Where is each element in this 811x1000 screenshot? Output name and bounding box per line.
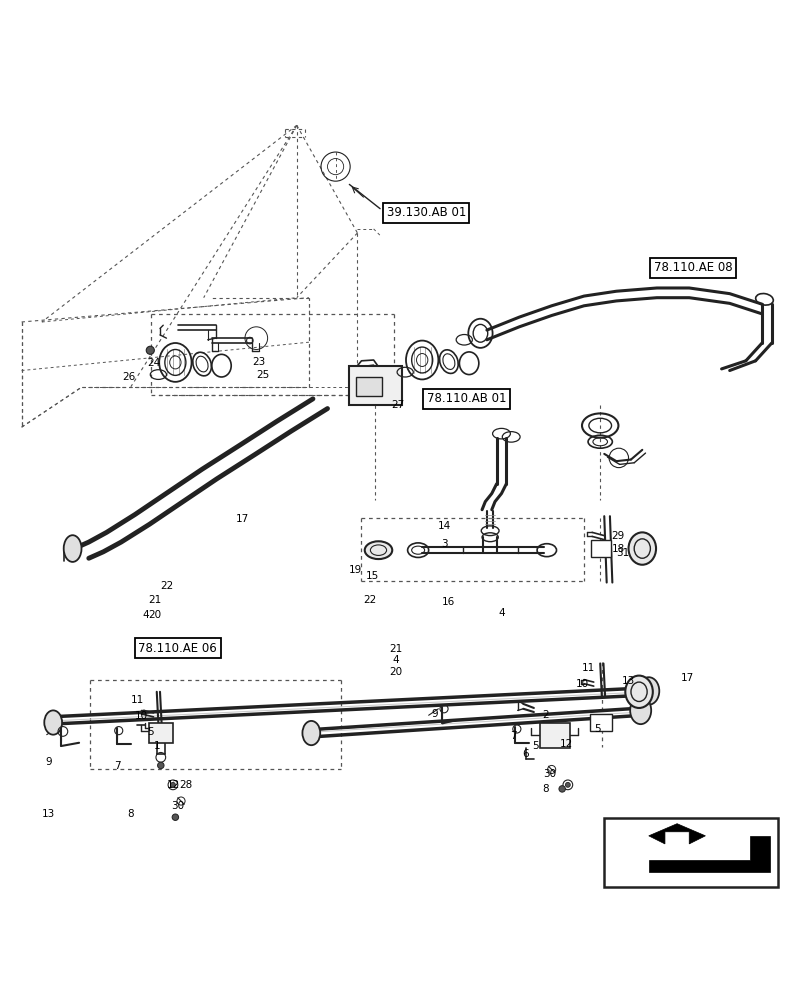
Text: 11: 11	[131, 695, 144, 705]
Circle shape	[146, 346, 154, 354]
Text: 29: 29	[611, 531, 624, 541]
Bar	[539, 723, 569, 748]
Text: 10: 10	[135, 711, 148, 721]
Bar	[603, 818, 777, 887]
Text: 5: 5	[531, 741, 539, 751]
Text: 22: 22	[363, 595, 375, 605]
Text: 30: 30	[171, 801, 184, 811]
Text: 8: 8	[127, 809, 134, 819]
Text: 2: 2	[541, 710, 547, 720]
Text: 78.110.AE 08: 78.110.AE 08	[653, 261, 732, 274]
Text: 10: 10	[575, 679, 588, 689]
Text: 13: 13	[41, 809, 55, 819]
Circle shape	[558, 786, 564, 792]
Text: 39.130.AB 01: 39.130.AB 01	[386, 206, 466, 219]
Bar	[590, 540, 610, 557]
Ellipse shape	[302, 721, 320, 745]
Text: 28: 28	[179, 780, 192, 790]
Text: 3: 3	[441, 539, 448, 549]
Text: 22: 22	[161, 581, 174, 591]
Text: 26: 26	[122, 372, 135, 382]
Ellipse shape	[629, 697, 650, 724]
Text: 21: 21	[148, 595, 161, 605]
Text: 78.110.AB 01: 78.110.AB 01	[427, 392, 506, 405]
Text: 25: 25	[255, 370, 269, 380]
Text: 78.110.AE 06: 78.110.AE 06	[138, 642, 217, 655]
Text: 14: 14	[438, 521, 451, 531]
Circle shape	[157, 762, 164, 769]
Text: 16: 16	[442, 597, 455, 607]
Text: 12: 12	[166, 780, 179, 790]
Text: 31: 31	[616, 548, 629, 558]
Text: 11: 11	[581, 663, 594, 673]
Text: 8: 8	[542, 784, 548, 794]
Text: 30: 30	[542, 769, 555, 779]
Text: 23: 23	[251, 357, 265, 367]
Bar	[589, 714, 611, 731]
Text: 9: 9	[45, 757, 52, 767]
Text: 4: 4	[392, 655, 398, 665]
Text: 7: 7	[114, 761, 120, 771]
Circle shape	[564, 782, 569, 787]
Text: 17: 17	[680, 673, 693, 683]
Bar	[148, 723, 173, 743]
Circle shape	[172, 814, 178, 820]
Text: 15: 15	[365, 571, 378, 581]
Ellipse shape	[63, 535, 81, 562]
Text: 27: 27	[391, 400, 404, 410]
Text: 5: 5	[594, 724, 600, 734]
Text: 4: 4	[142, 610, 148, 620]
Text: 20: 20	[388, 667, 401, 677]
Ellipse shape	[628, 532, 655, 565]
Ellipse shape	[624, 676, 652, 708]
Polygon shape	[648, 836, 769, 872]
Ellipse shape	[364, 541, 392, 559]
Ellipse shape	[637, 677, 659, 705]
Circle shape	[170, 782, 175, 787]
Text: 24: 24	[148, 358, 161, 368]
Text: 19: 19	[349, 565, 362, 575]
Ellipse shape	[45, 710, 62, 735]
Text: 20: 20	[148, 610, 161, 620]
Text: 4: 4	[498, 608, 504, 618]
Text: 7: 7	[509, 731, 517, 741]
Bar	[349, 366, 401, 405]
Text: 18: 18	[611, 544, 624, 554]
Text: 1: 1	[153, 741, 160, 751]
Text: 12: 12	[559, 739, 572, 749]
Text: 21: 21	[388, 644, 401, 654]
Bar	[355, 377, 381, 396]
Text: 13: 13	[621, 676, 634, 686]
Text: 9: 9	[431, 709, 437, 719]
Polygon shape	[648, 824, 705, 844]
Text: 6: 6	[521, 749, 529, 759]
Text: 17: 17	[236, 514, 249, 524]
Text: 5: 5	[147, 727, 153, 737]
